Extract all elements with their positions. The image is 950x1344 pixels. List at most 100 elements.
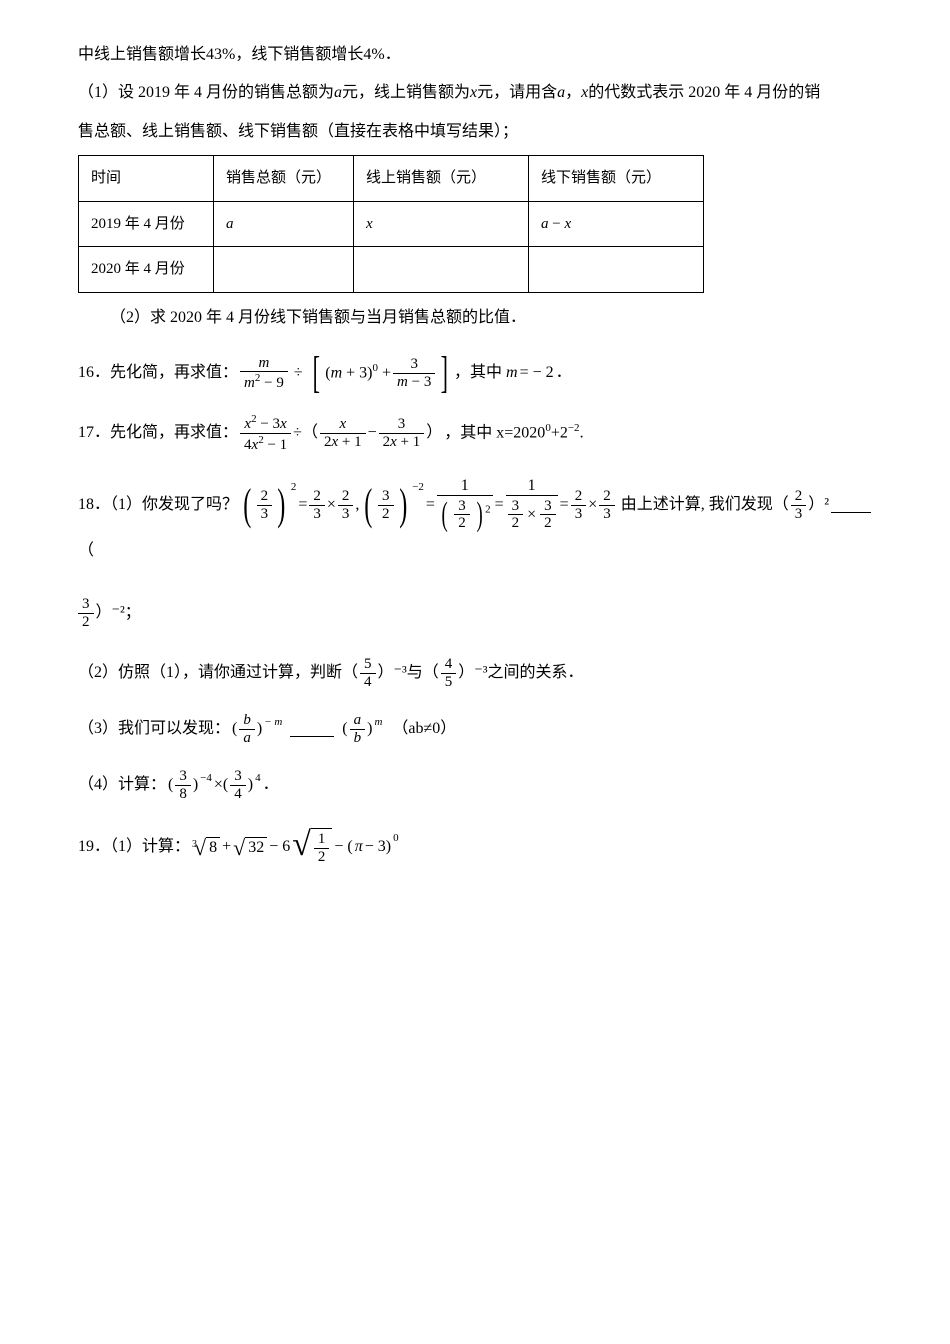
sqrt-frac-icon: √ 12	[292, 828, 332, 867]
rpar: )	[367, 714, 372, 744]
fraction: 45	[441, 656, 457, 690]
divide-open: ÷（	[293, 418, 318, 448]
part2: （2）求 2020 年 4 月份线下销售额与当月销售总额的比值．	[78, 303, 872, 333]
value-offline-growth: 4%	[363, 46, 384, 63]
cell-time-2019: 2019 年 4 月份	[79, 201, 214, 247]
text: 元，请用含	[477, 84, 557, 101]
cuberoot-icon: 3 √ 8	[192, 837, 220, 859]
num: 3	[393, 356, 435, 373]
left-bracket-icon: [	[312, 351, 319, 395]
den-b: − 9	[260, 375, 283, 391]
th-time: 时间	[79, 156, 214, 202]
fill-in-blank[interactable]	[290, 722, 334, 737]
q17-label: 17．先化简，再求值：	[78, 418, 238, 448]
fill-in-blank[interactable]	[831, 498, 871, 513]
text: ，线下销售额增长	[235, 46, 363, 63]
right-bracket-icon: ]	[441, 351, 448, 395]
th-offline: 线下销售额（元）	[529, 156, 704, 202]
var-m: m	[506, 358, 518, 388]
fraction: 54	[360, 656, 376, 690]
q18-label: 18．（1）你发现了吗？	[78, 490, 238, 520]
close-paren: ）	[426, 418, 442, 448]
eq: =	[426, 490, 435, 520]
table-row: 2020 年 4 月份	[79, 247, 704, 293]
var-a: a	[557, 84, 565, 101]
pi: π	[355, 832, 363, 862]
sales-table: 时间 销售总额（元） 线上销售额（元） 线下销售额（元） 2019 年 4 月份…	[78, 155, 704, 293]
period: ．	[263, 770, 279, 800]
text: ）⁻³与（	[378, 658, 439, 688]
fraction: 23	[338, 488, 354, 522]
intro-part1: （1）设 2019 年 4 月份的销售总额为a元，线上销售额为x元，请用含a，x…	[78, 78, 872, 108]
text: ，	[565, 84, 581, 101]
eq: =	[560, 490, 569, 520]
period: ．	[556, 358, 572, 388]
fraction: 3 m − 3	[393, 356, 435, 390]
tail: ）⁻²；	[96, 598, 141, 628]
fraction: 32	[78, 596, 94, 630]
fraction: ab	[350, 712, 366, 746]
times: ×	[327, 490, 336, 520]
q17: 17．先化简，再求值： x2 − 3x 4x2 − 1 ÷（ x 2x + 1 …	[78, 413, 872, 453]
q16: 16．先化简，再求值： m m2 − 9 ÷ [ (m + 3)0 + 3 m …	[78, 351, 872, 395]
tail-text: ）²	[808, 490, 829, 520]
fraction: 23	[257, 488, 273, 522]
text: （2）仿照（1），请你通过计算，判断（	[78, 658, 358, 688]
text: 元，线上销售额为	[342, 84, 470, 101]
cell-total-2019: a	[214, 201, 354, 247]
fraction: 23	[309, 488, 325, 522]
var-x: x	[564, 216, 571, 232]
q18-2: （2）仿照（1），请你通过计算，判断（ 54 ）⁻³与（ 45 ）⁻³之间的关系…	[78, 656, 872, 690]
q18-3: （3）我们可以发现： ( ba ) − m ( ab ) m （ab≠0）	[78, 712, 872, 746]
table-row: 2019 年 4 月份 a x a − x	[79, 201, 704, 247]
fraction: ba	[239, 712, 255, 746]
text: 中线上销售额增长	[78, 46, 206, 63]
th-online: 线上销售额（元）	[354, 156, 529, 202]
nested-fraction: 1 32 × 32	[506, 477, 558, 534]
fraction: 3 2x + 1	[379, 416, 425, 450]
rpar: )	[248, 770, 253, 800]
exp: 0	[393, 828, 399, 849]
tail: ，其中 x=20200+2−2.	[444, 418, 583, 449]
cell-offline-2020	[529, 247, 704, 293]
eq: = − 2	[520, 358, 554, 388]
eq: =	[495, 490, 504, 520]
q18-1: 18．（1）你发现了吗？ ( 23 ) 2 = 23 × 23 , ( 32 )…	[78, 477, 872, 566]
fraction: 34	[230, 768, 246, 802]
lpar: (	[342, 714, 347, 744]
cell-time-2020: 2020 年 4 月份	[79, 247, 214, 293]
cell-total-2020	[214, 247, 354, 293]
exp: −2	[412, 477, 424, 498]
table-row: 时间 销售总额（元） 线上销售额（元） 线下销售额（元）	[79, 156, 704, 202]
fraction: 38	[175, 768, 191, 802]
fraction: 23	[571, 488, 587, 522]
times: ×(	[214, 770, 228, 800]
th-total: 销售总额（元）	[214, 156, 354, 202]
fraction: x2 − 3x 4x2 − 1	[240, 413, 291, 453]
right-paren-icon: )	[277, 483, 285, 527]
exp: 2	[291, 477, 297, 498]
tail: ，其中	[454, 358, 502, 388]
left-paren-icon: (	[365, 483, 373, 527]
den-m: m	[244, 375, 255, 391]
exp: m	[374, 712, 382, 733]
q18-4: （4）计算： ( 38 ) −4 ×( 34 ) 4 ．	[78, 768, 872, 802]
cell-offline-2019: a − x	[529, 201, 704, 247]
value-online-growth: 43%	[206, 46, 235, 63]
cell-online-2020	[354, 247, 529, 293]
exp: −4	[200, 768, 212, 789]
var-a: a	[334, 84, 342, 101]
minus: − (	[334, 832, 352, 862]
intro-line1: 中线上销售额增长43%，线下销售额增长4%．	[78, 40, 872, 70]
exp: 4	[255, 768, 261, 789]
text: （ab≠0）	[392, 714, 456, 744]
text: （3）我们可以发现：	[78, 714, 230, 744]
eq: =	[298, 490, 307, 520]
q18-1b: 32 ）⁻²；	[78, 596, 872, 630]
lpar: (	[232, 714, 237, 744]
var-a: a	[226, 216, 234, 232]
nested-fraction: 1 ( 32 )2	[437, 477, 493, 534]
text: ．	[385, 46, 401, 63]
right-paren-icon: )	[399, 483, 407, 527]
text: （4）计算：	[78, 770, 166, 800]
